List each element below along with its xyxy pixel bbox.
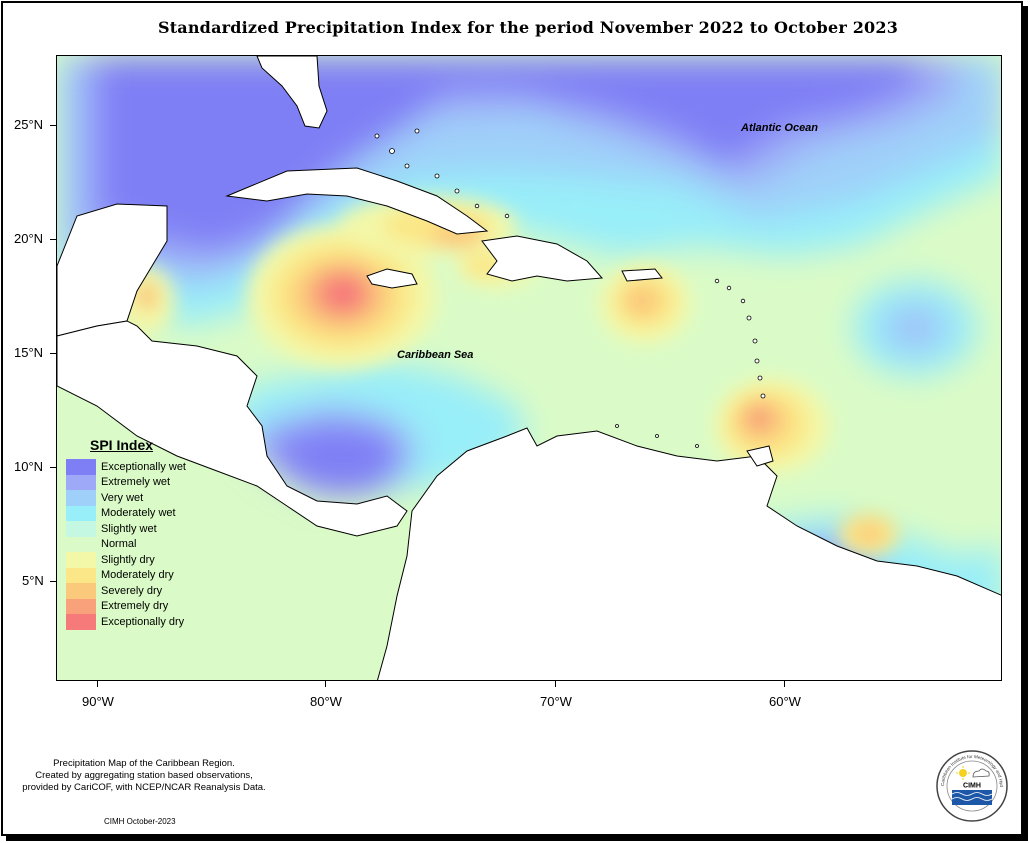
land-puerto-rico: [621, 268, 663, 282]
legend-item: Severely dry: [66, 583, 186, 599]
legend-label: Slightly dry: [101, 553, 155, 566]
footnote-line: Precipitation Map of the Caribbean Regio…: [53, 758, 235, 769]
frame-shadow-bottom: [6, 836, 1028, 841]
spi-map-canvas: Atlantic Ocean Caribbean Sea: [57, 56, 1001, 680]
logo-acronym: CIMH: [963, 783, 981, 790]
legend-label: Exceptionally dry: [101, 615, 185, 628]
legend-label: Normal: [101, 538, 137, 551]
xtick-mark: [325, 681, 326, 687]
spi-map: Atlantic Ocean Caribbean Sea: [56, 55, 1002, 681]
land-florida: [256, 56, 328, 129]
land-hispaniola: [481, 235, 604, 282]
xtick-mark: [555, 681, 556, 687]
legend-swatch: [66, 474, 96, 490]
legend-swatch: [66, 536, 96, 552]
cimh-logo: Caribbean Institute for Meteorology and …: [934, 745, 1009, 823]
legend-label: Severely dry: [101, 584, 163, 597]
legend-swatch: [66, 521, 96, 537]
legend-swatch: [66, 459, 96, 475]
ytick-mark: [50, 467, 56, 468]
xtick-label: 80°W: [310, 694, 342, 709]
legend-label: Moderately wet: [101, 507, 176, 520]
ytick-label: 20°N: [14, 231, 44, 246]
legend-item: Slightly dry: [66, 552, 186, 568]
legend-item: Slightly wet: [66, 521, 186, 537]
legend-label: Moderately dry: [101, 569, 174, 582]
legend-item: Extremely wet: [66, 474, 186, 490]
legend-label: Extremely dry: [101, 600, 169, 613]
legend-swatch: [66, 583, 96, 599]
xtick-label: 70°W: [540, 694, 572, 709]
footnote-line: provided by CariCOF, with NCEP/NCAR Rean…: [22, 782, 266, 793]
legend-swatch: [66, 614, 96, 630]
map-title: Standardized Precipitation Index for the…: [157, 18, 899, 37]
legend-title: SPI Index: [90, 437, 154, 453]
xtick-mark: [97, 681, 98, 687]
ytick-mark: [50, 353, 56, 354]
ytick-label: 15°N: [14, 345, 44, 360]
ytick-mark: [50, 581, 56, 582]
frame-shadow-right: [1023, 6, 1028, 840]
legend-swatch: [66, 567, 96, 583]
land-cuba: [225, 167, 489, 235]
dry-contours: [115, 196, 983, 646]
small-islands: [374, 128, 766, 448]
ytick-mark: [50, 239, 56, 240]
sun-cloud-water-icon: Caribbean Institute for Meteorology and …: [934, 745, 1008, 822]
ytick-mark: [50, 125, 56, 126]
legend-item: Very wet: [66, 490, 186, 506]
legend-swatch: [66, 552, 96, 568]
legend-item: Extremely dry: [66, 598, 186, 614]
credit-text: CIMH October-2023: [104, 817, 176, 826]
legend-item: Moderately dry: [66, 567, 186, 583]
ytick-label: 5°N: [22, 573, 44, 588]
xtick-mark: [784, 681, 785, 687]
legend-label: Very wet: [101, 491, 144, 504]
xtick-label: 60°W: [769, 694, 801, 709]
ytick-label: 25°N: [14, 117, 44, 132]
legend-item: Moderately wet: [66, 505, 186, 521]
legend-label: Exceptionally wet: [101, 460, 186, 473]
legend-label: Slightly wet: [101, 522, 157, 535]
landmasses: [57, 56, 1001, 680]
label-atlantic-ocean: Atlantic Ocean: [740, 122, 818, 134]
xtick-label: 90°W: [82, 694, 114, 709]
legend-items: Exceptionally wet Extremely wet Very wet Mo…: [66, 459, 186, 630]
legend-swatch: [66, 490, 96, 506]
spi-legend: SPI Index Exceptionally wet Extremely wet…: [66, 437, 186, 630]
legend-swatch: [66, 598, 96, 614]
footnote: Precipitation Map of the Caribbean Regio…: [8, 758, 280, 794]
label-caribbean-sea: Caribbean Sea: [397, 349, 473, 361]
legend-item: Exceptionally wet: [66, 459, 186, 475]
legend-label: Extremely wet: [101, 476, 171, 489]
footnote-line: Created by aggregating station based obs…: [35, 770, 253, 781]
land-trinidad: [746, 445, 774, 467]
ytick-label: 10°N: [14, 459, 44, 474]
legend-swatch: [66, 505, 96, 521]
land-south-america: [377, 427, 1001, 680]
land-jamaica: [366, 268, 418, 289]
legend-item: Exceptionally dry: [66, 614, 186, 630]
legend-item: Normal: [66, 536, 186, 552]
land-central-america: [57, 320, 408, 537]
